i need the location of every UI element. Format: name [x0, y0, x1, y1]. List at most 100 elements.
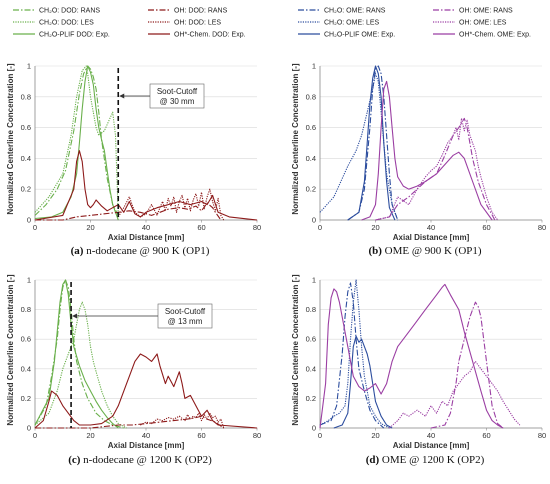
data-point: [364, 346, 365, 347]
data-point: [209, 412, 211, 414]
data-point: [369, 387, 371, 389]
legend-label: CH₂O-PLIF DOD: Exp.: [39, 32, 110, 39]
data-point: [81, 301, 83, 303]
legend-label: CH₂O: OME: RANS: [324, 8, 386, 15]
data-point: [178, 415, 180, 417]
data-point: [463, 338, 465, 340]
data-point: [206, 409, 208, 411]
data-point: [355, 338, 357, 340]
legend-label: OH*-Chem. DOD: Exp.: [174, 32, 246, 39]
data-point: [123, 207, 125, 209]
data-point: [84, 380, 86, 381]
data-point: [355, 279, 357, 281]
data-point: [112, 207, 114, 209]
y-tick-label: 0.4: [21, 154, 31, 163]
data-point: [45, 204, 47, 205]
data-point: [79, 365, 80, 367]
data-point: [341, 424, 343, 426]
data-point: [486, 204, 487, 205]
data-point: [220, 418, 222, 420]
data-point: [352, 301, 354, 303]
data-point: [187, 208, 188, 210]
data-point: [165, 210, 166, 212]
data-point: [117, 427, 119, 429]
data-point: [375, 204, 376, 205]
series-line: [333, 335, 393, 429]
data-point: [167, 198, 169, 199]
series-line: [319, 73, 399, 221]
data-point: [145, 423, 147, 424]
data-point: [145, 421, 147, 423]
data-point: [347, 291, 349, 293]
data-point: [128, 196, 130, 198]
data-point: [90, 427, 91, 429]
data-point: [430, 301, 432, 303]
data-point: [325, 383, 326, 384]
y-axis-label: Normalized Centerline Concentration [-]: [6, 274, 15, 425]
data-point: [344, 405, 346, 407]
data-point: [491, 405, 493, 407]
data-point: [59, 301, 61, 303]
data-point: [220, 219, 222, 221]
data-point: [394, 158, 396, 159]
data-point: [391, 361, 393, 362]
data-point: [223, 219, 225, 221]
x-tick-label: 40: [142, 223, 150, 232]
y-tick-label: 0.4: [306, 364, 316, 373]
annotation-arrowhead: [72, 313, 78, 319]
data-point: [455, 127, 457, 128]
data-point: [366, 353, 368, 355]
data-point: [466, 127, 468, 128]
data-point: [458, 127, 460, 128]
data-point: [65, 170, 66, 172]
data-point: [62, 284, 64, 285]
data-point: [212, 201, 213, 202]
data-point: [469, 134, 471, 136]
y-tick-label: 0.4: [21, 364, 31, 373]
legend-label: CH₂O: DOD: LES: [39, 20, 94, 27]
data-point: [358, 309, 360, 310]
caption-label: (c): [68, 454, 81, 466]
data-point: [344, 331, 346, 333]
data-point: [330, 297, 332, 299]
y-tick-label: 0: [27, 216, 31, 225]
caption-label: (d): [366, 454, 380, 466]
data-point: [333, 196, 335, 198]
data-point: [90, 390, 91, 392]
data-point: [56, 331, 58, 333]
series-line: [430, 301, 504, 429]
data-point: [106, 178, 108, 179]
data-point: [79, 142, 80, 144]
data-point: [408, 415, 410, 417]
data-point: [333, 427, 335, 429]
x-tick-label: 80: [538, 431, 546, 440]
data-point: [458, 383, 460, 384]
data-point: [73, 188, 75, 190]
data-point: [90, 207, 91, 209]
series-line: [34, 353, 258, 429]
data-point: [48, 401, 50, 402]
data-point: [106, 417, 108, 418]
data-point: [369, 409, 371, 411]
data-point: [34, 211, 36, 213]
data-point: [380, 393, 382, 395]
data-point: [397, 196, 399, 198]
caption-text: OME @ 900 K (OP1): [382, 245, 482, 257]
data-point: [430, 427, 432, 429]
data-point: [67, 412, 69, 414]
data-point: [201, 210, 202, 212]
data-point: [450, 294, 451, 296]
data-point: [408, 188, 410, 190]
legend-label: CH₂O-PLIF OME: Exp.: [324, 32, 395, 39]
data-point: [73, 346, 75, 347]
data-point: [450, 412, 451, 414]
data-point: [408, 196, 410, 198]
series-line: [389, 360, 521, 429]
data-point: [190, 395, 191, 396]
annotation-text: @ 30 mm: [160, 97, 195, 106]
data-point: [217, 198, 219, 199]
data-point: [101, 423, 102, 424]
data-point: [159, 365, 161, 367]
data-point: [461, 118, 462, 119]
